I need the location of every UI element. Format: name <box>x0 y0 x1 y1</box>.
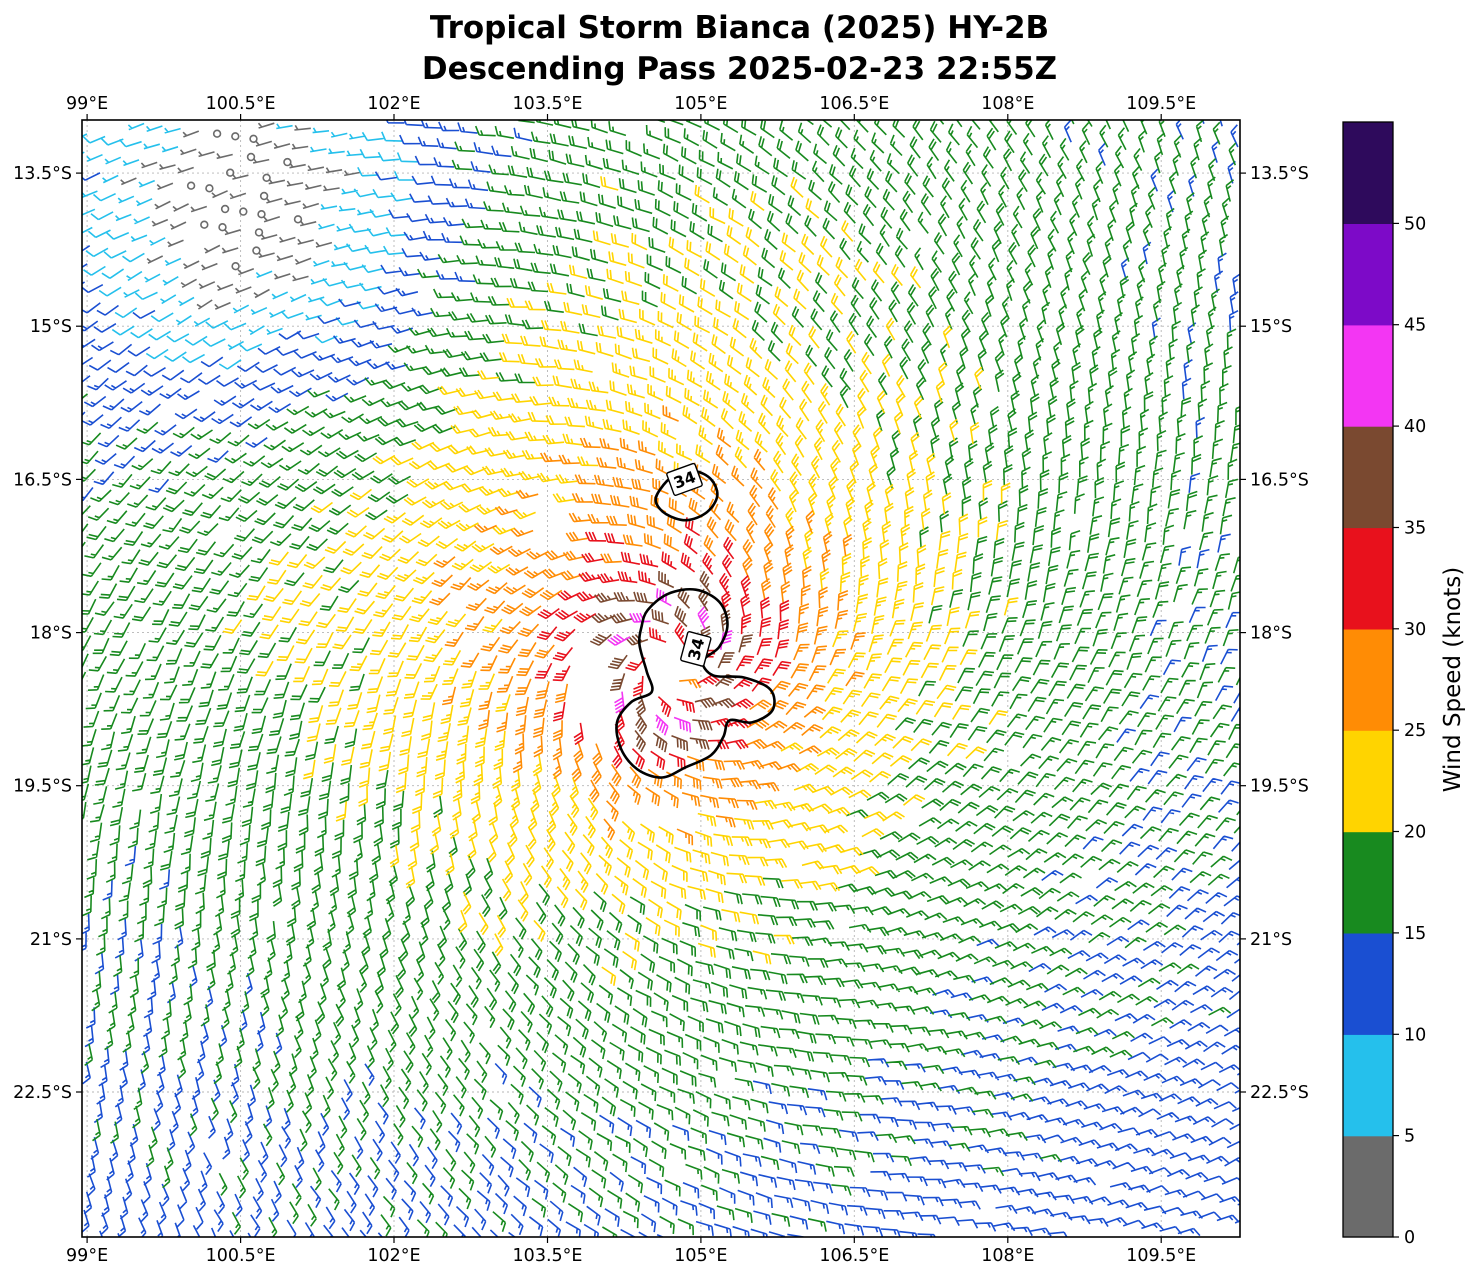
y-tick-label-left: 22.5°S <box>13 1083 72 1103</box>
colorbar: 0 5 10 15 20 25 30 35 40 45 50 Wind Speed (knots) <box>1342 121 1466 1248</box>
y-tick-label-left: 19.5°S <box>13 777 72 797</box>
calm-wind-circle <box>239 207 248 216</box>
calm-wind-circle <box>218 223 227 232</box>
figure-title: Tropical Storm Bianca (2025) HY-2B Desce… <box>0 8 1479 90</box>
x-tick-label-top: 100.5°E <box>206 94 276 114</box>
wind-barbs-speedbin-4 <box>222 176 1019 986</box>
x-tick-label-bottom: 99°E <box>66 1246 108 1264</box>
colorbar-segment <box>1343 122 1393 224</box>
calm-wind-circle <box>246 152 256 162</box>
wind-barbs-speedbin-5 <box>429 405 866 846</box>
colorbar-segment <box>1343 1135 1393 1238</box>
y-tick-label-right: 16.5°S <box>1250 470 1309 490</box>
colorbar-tick-label: 45 <box>1404 316 1426 336</box>
wind-barbs-speedbin-3 <box>82 120 1240 1237</box>
calm-wind-circle <box>186 181 196 190</box>
x-tick-label-bottom: 103.5°E <box>513 1246 583 1264</box>
calm-wind-circle <box>231 132 240 141</box>
colorbar-tick-label: 35 <box>1404 519 1426 539</box>
y-tick-label-right: 21°S <box>1250 930 1292 950</box>
y-tick-label-left: 21°S <box>30 930 72 950</box>
y-tick-label-right: 19.5°S <box>1250 777 1309 797</box>
calm-circles <box>186 129 303 271</box>
x-tick-label-top: 106.5°E <box>819 94 889 114</box>
x-tick-label-top: 99°E <box>66 94 108 114</box>
x-tick-label-top: 109.5°E <box>1126 94 1196 114</box>
x-tick-label-top: 105°E <box>674 94 727 114</box>
colorbar-tick-label: 50 <box>1404 214 1426 234</box>
contour-label-box <box>680 631 712 667</box>
colorbar-tick-label: 20 <box>1404 823 1426 843</box>
x-tick-label-bottom: 105°E <box>674 1246 727 1264</box>
wind-barbs-speedbin-6 <box>534 517 792 770</box>
y-tick-label-right: 22.5°S <box>1250 1083 1309 1103</box>
y-tick-label-left: 18°S <box>30 624 72 644</box>
wind-barbs-speedbin-1 <box>82 122 418 370</box>
x-tick-label-top: 108°E <box>981 94 1034 114</box>
x-tick-label-bottom: 102°E <box>367 1246 420 1264</box>
wind-barbs-speedbin-7 <box>589 570 753 753</box>
x-tick-label-bottom: 109.5°E <box>1126 1246 1196 1264</box>
x-tick-label-bottom: 108°E <box>981 1246 1034 1264</box>
wind-barbs-speedbin-2 <box>82 120 1240 1237</box>
colorbar-frame <box>1342 121 1394 1238</box>
x-tick-label-bottom: 106.5°E <box>819 1246 889 1264</box>
calm-wind-circle <box>220 204 230 214</box>
contour-layer: 34 34 <box>615 462 776 779</box>
calm-wind-circle <box>262 173 271 183</box>
wind-barbs-speedbin-8 <box>607 588 733 736</box>
title-line1: Tropical Storm Bianca (2025) HY-2B <box>429 10 1050 46</box>
axis-ticks: 99°E 99°E 100.5°E 100.5°E 102°E 102°E 103.5°E 1… <box>13 94 1309 1264</box>
calm-wind-circle <box>249 134 258 144</box>
calm-wind-circle <box>212 129 222 138</box>
colorbar-tick-label: 40 <box>1404 417 1426 437</box>
y-tick-label-right: 18°S <box>1250 624 1292 644</box>
colorbar-segment <box>1343 426 1393 529</box>
barb-layer <box>82 120 1240 1237</box>
colorbar-tick-label: 25 <box>1404 721 1426 741</box>
calm-wind-circle <box>231 262 240 271</box>
colorbar-segment <box>1343 1034 1393 1137</box>
wind-barbs-speedbin-0 <box>120 122 361 310</box>
wind-radius-34kt-contour <box>615 587 776 779</box>
colorbar-segment <box>1343 730 1393 833</box>
contour-label: 34 <box>666 462 703 496</box>
calm-wind-circle <box>252 246 261 255</box>
calm-wind-circle <box>259 191 269 201</box>
y-tick-label-left: 16.5°S <box>13 470 72 490</box>
calm-wind-circle <box>200 220 209 229</box>
colorbar-axis-label: Wind Speed (knots) <box>1440 567 1466 792</box>
colorbar-segment <box>1343 628 1393 731</box>
y-tick-label-left: 15°S <box>30 317 72 337</box>
colorbar-tick-label: 30 <box>1404 620 1426 640</box>
calm-wind-circle <box>283 157 292 167</box>
y-tick-label-right: 13.5°S <box>1250 164 1309 184</box>
title-line2: Descending Pass 2025-02-23 22:55Z <box>421 51 1058 87</box>
plot-frame <box>81 119 1241 1238</box>
x-tick-label-top: 102°E <box>367 94 420 114</box>
colorbar-tick-label: 10 <box>1404 1025 1426 1045</box>
calm-wind-circle <box>254 228 264 237</box>
calm-wind-circle <box>205 184 214 193</box>
calm-wind-circle <box>293 215 303 224</box>
x-tick-label-bottom: 100.5°E <box>206 1246 276 1264</box>
calm-wind-circle <box>257 210 266 219</box>
contour-label-box <box>666 462 703 496</box>
y-tick-label-right: 15°S <box>1250 317 1292 337</box>
colorbar-segment <box>1343 223 1393 326</box>
colorbar-segment <box>1343 932 1393 1035</box>
colorbar-segment <box>1343 527 1393 630</box>
colorbar-tick-label: 0 <box>1404 1228 1415 1248</box>
y-tick-label-left: 13.5°S <box>13 164 72 184</box>
colorbar-tick-label: 15 <box>1404 924 1426 944</box>
colorbar-segment <box>1343 831 1393 934</box>
colorbar-segment <box>1343 324 1393 427</box>
contour-label: 34 <box>680 631 712 667</box>
x-tick-label-top: 103.5°E <box>513 94 583 114</box>
calm-wind-circle <box>226 168 235 177</box>
colorbar-tick-label: 5 <box>1404 1127 1415 1147</box>
